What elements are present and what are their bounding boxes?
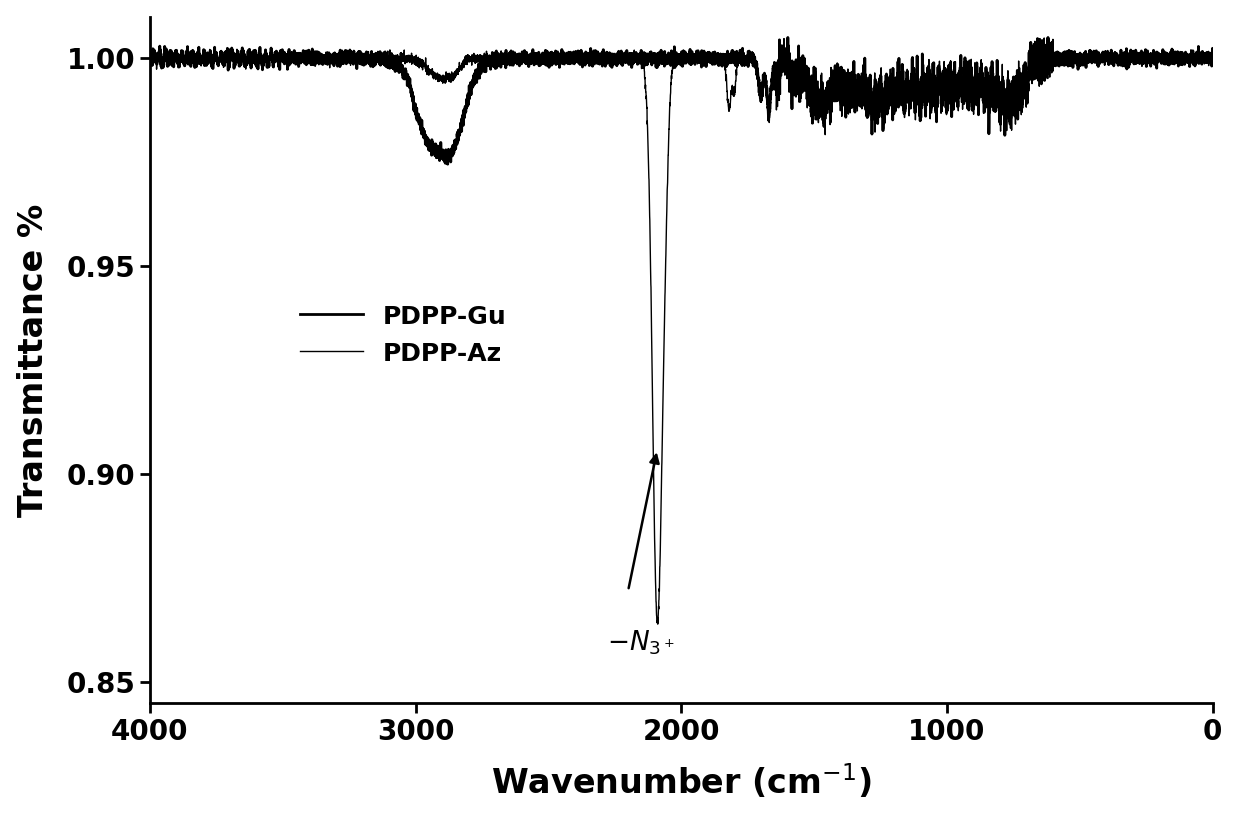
Line: PDPP-Gu: PDPP-Gu — [150, 38, 1213, 164]
PDPP-Az — [818, 130, 833, 140]
PDPP-Gu — [142, 49, 157, 59]
PDPP-Gu — [528, 53, 543, 63]
PDPP-Az — [930, 78, 945, 88]
PDPP-Az — [142, 52, 157, 61]
Text: $-N_{3^+}$: $-N_{3^+}$ — [607, 628, 674, 657]
PDPP-Gu — [772, 72, 787, 82]
PDPP-Az — [650, 619, 665, 629]
PDPP-Gu — [818, 101, 833, 110]
PDPP-Az — [772, 74, 787, 83]
PDPP-Gu — [1206, 50, 1220, 60]
PDPP-Az — [1206, 56, 1220, 65]
PDPP-Gu — [440, 160, 455, 169]
PDPP-Gu — [196, 50, 211, 60]
PDPP-Gu — [987, 83, 1002, 93]
PDPP-Az — [987, 95, 1002, 105]
PDPP-Az — [196, 50, 211, 60]
Y-axis label: Transmittance %: Transmittance % — [16, 204, 50, 517]
PDPP-Az — [1037, 33, 1052, 43]
Legend: PDPP-Gu, PDPP-Az: PDPP-Gu, PDPP-Az — [301, 303, 507, 366]
X-axis label: Wavenumber (cm$^{-1}$): Wavenumber (cm$^{-1}$) — [491, 762, 871, 802]
PDPP-Gu — [781, 33, 795, 43]
PDPP-Gu — [930, 62, 945, 72]
Line: PDPP-Az: PDPP-Az — [150, 38, 1213, 624]
PDPP-Az — [527, 50, 541, 60]
